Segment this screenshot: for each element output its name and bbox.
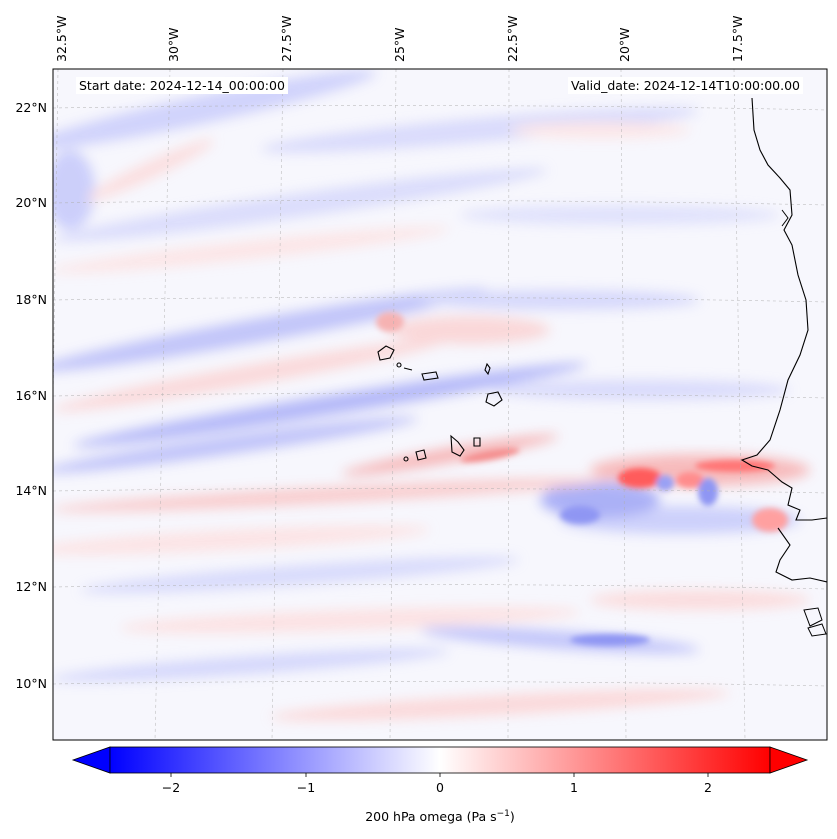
valid-date-label: Valid_date: 2024-12-14T10:00:00.00 (567, 77, 803, 94)
colorbar: −2 −1 0 1 2 200 hPa omega (Pa s−1) (71, 746, 809, 824)
lat-label: 22°N (15, 100, 47, 115)
lon-label: 30°W (166, 27, 181, 62)
colorbar-tick: −1 (297, 780, 315, 795)
colorbar-tick: 2 (704, 780, 712, 795)
lon-label: 32.5°W (54, 16, 69, 62)
longitude-labels: 32.5°W 30°W 27.5°W 25°W 22.5°W 20°W 17.5… (54, 16, 745, 62)
start-date-label: Start date: 2024-12-14_00:00:00 (76, 77, 288, 94)
lat-label: 10°N (15, 676, 47, 691)
lat-label: 18°N (15, 292, 47, 307)
colorbar-label: 200 hPa omega (Pa s−1) (365, 809, 515, 824)
colorbar-extend-right (769, 746, 809, 774)
map-frame (52, 68, 828, 741)
colorbar-tick: 0 (436, 780, 444, 795)
latitude-labels: 22°N 20°N 18°N 16°N 14°N 12°N 10°N (15, 100, 47, 691)
lat-label: 16°N (15, 388, 47, 403)
lon-label: 22.5°W (505, 16, 520, 62)
lat-label: 14°N (15, 483, 47, 498)
graticule (53, 69, 827, 740)
lat-label: 12°N (15, 579, 47, 594)
lon-label: 17.5°W (730, 16, 745, 62)
lon-label: 20°W (617, 27, 632, 62)
colorbar-tick: −2 (162, 780, 180, 795)
africa-coastline (740, 97, 827, 521)
cape-verde-islands (377, 345, 503, 462)
lat-label: 20°N (15, 195, 47, 210)
omega-field (53, 69, 827, 740)
colorbar-tick: 1 (570, 780, 578, 795)
colorbar-body (109, 746, 771, 774)
colorbar-extend-left (71, 746, 111, 774)
lon-label: 25°W (392, 27, 407, 62)
lon-label: 27.5°W (279, 16, 294, 62)
